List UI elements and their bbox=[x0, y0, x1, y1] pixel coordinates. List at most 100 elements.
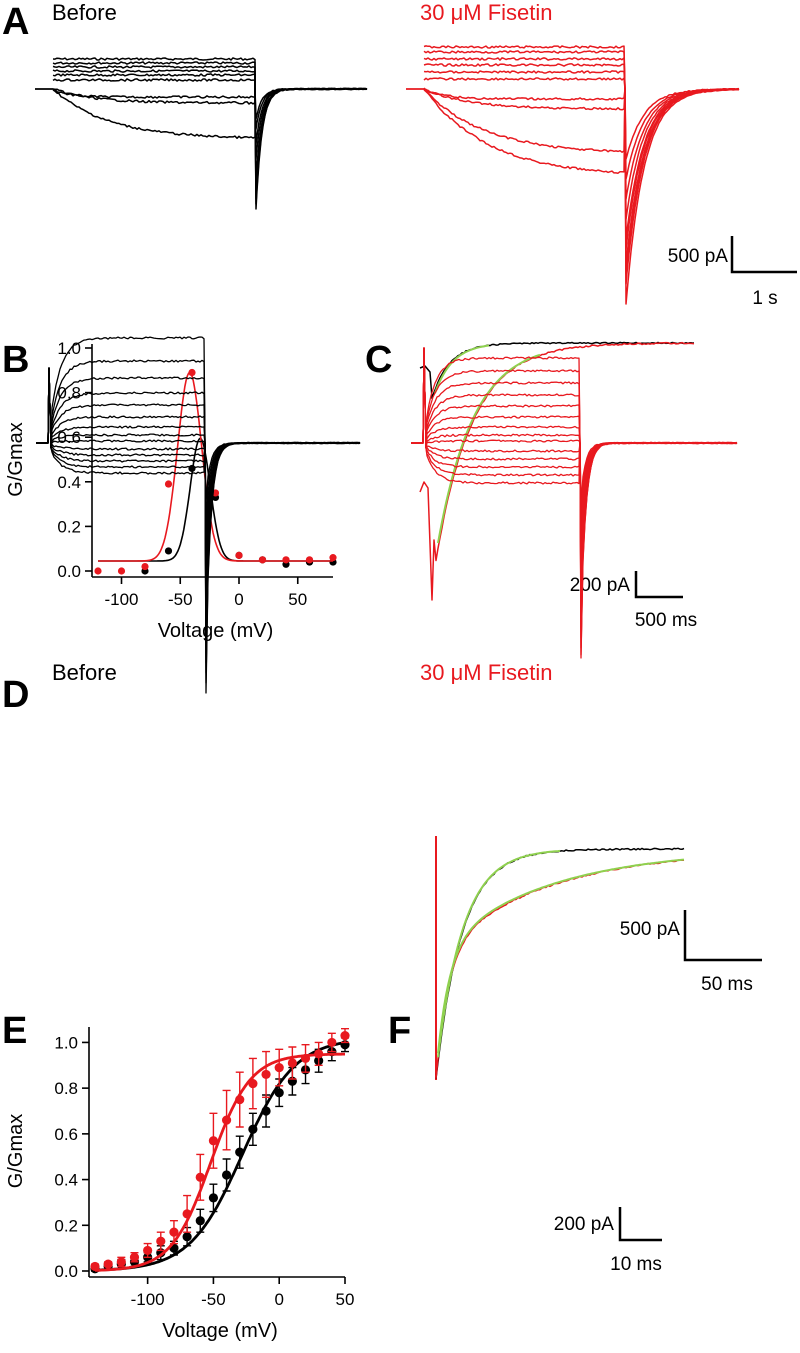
chart-e-data-point bbox=[182, 1209, 192, 1219]
panel-d-traces bbox=[36, 336, 738, 694]
chart-e-data-point bbox=[195, 1216, 205, 1226]
chart-e-data-point bbox=[235, 1094, 245, 1105]
chart-b-data-point bbox=[117, 567, 126, 575]
fit-fisetin bbox=[437, 353, 541, 544]
chart-e-data-point bbox=[143, 1245, 153, 1256]
panel-f-traces bbox=[435, 836, 685, 1080]
chart-b-data-point bbox=[188, 464, 196, 473]
sweep-trace bbox=[36, 367, 361, 584]
chart-e-data-point bbox=[103, 1259, 113, 1269]
chart-e-data-point bbox=[169, 1227, 179, 1237]
chart-e-x-tick-label: -100 bbox=[131, 1290, 165, 1309]
chart-b-y-tick-label: 1.0 bbox=[57, 339, 81, 358]
panel-c-letter: C bbox=[365, 339, 392, 381]
chart-e-data-point bbox=[156, 1236, 166, 1246]
chart-e-x-tick-label: 50 bbox=[336, 1290, 355, 1309]
panel-c-scale-bar: 200 pA 500 ms bbox=[570, 571, 697, 631]
chart-e-fit-line-1 bbox=[94, 1052, 346, 1272]
sweep-trace bbox=[411, 347, 738, 519]
panel-a-before-label: Before bbox=[52, 0, 117, 25]
chart-e-data-point bbox=[221, 1115, 232, 1125]
sweep-trace bbox=[423, 50, 740, 180]
chart-b-x-tick-label: 0 bbox=[234, 590, 243, 609]
panel-f-letter: F bbox=[388, 1010, 411, 1052]
panel-b-chart: -100 -50 0 50 0.0 0.2 0.4 0.6 0.8 1.0 Voltage (mV)… bbox=[5, 339, 337, 642]
panel-d-scale-bar: 500 pA 50 ms bbox=[620, 910, 762, 995]
chart-b-x-tick-label: 50 bbox=[288, 590, 307, 609]
sweep-trace bbox=[423, 88, 740, 305]
chart-e-y-tick-label: 0.6 bbox=[54, 1125, 78, 1144]
chart-e-data-point bbox=[235, 1147, 245, 1157]
sweep-trace bbox=[423, 70, 740, 240]
panel-d-fisetin-label: 30 μM Fisetin bbox=[420, 660, 553, 685]
panel-e-letter: E bbox=[2, 1010, 27, 1052]
sweep-trace bbox=[52, 65, 368, 145]
sweep-trace bbox=[411, 347, 738, 659]
chart-e-x-tick-label: 0 bbox=[274, 1290, 283, 1309]
sweep-trace bbox=[423, 63, 740, 220]
sweep-trace bbox=[52, 87, 367, 210]
sweep-trace bbox=[36, 367, 361, 694]
chart-b-data-point bbox=[258, 556, 267, 564]
chart-e-x-label: Voltage (mV) bbox=[162, 1320, 278, 1342]
panel-d-scale-time: 50 ms bbox=[701, 974, 753, 995]
chart-e-y-tick-label: 1.0 bbox=[54, 1033, 78, 1052]
sweep-trace bbox=[36, 367, 361, 684]
chart-e-data-point bbox=[248, 1078, 258, 1089]
chart-b-y-tick-label: 0.8 bbox=[57, 384, 81, 403]
chart-b-data-point bbox=[141, 562, 149, 571]
chart-b-y-tick-label: 0.4 bbox=[57, 473, 81, 492]
panel-c-scale-amp: 200 pA bbox=[570, 575, 631, 596]
panel-d-letter: D bbox=[2, 674, 29, 716]
sweep-trace bbox=[36, 367, 361, 604]
chart-e-data-point bbox=[208, 1193, 219, 1203]
sweep-trace bbox=[423, 77, 740, 250]
chart-b-data-point bbox=[188, 368, 196, 377]
chart-b-x-tick-label: -50 bbox=[168, 590, 193, 609]
chart-b-data-point bbox=[164, 547, 173, 555]
chart-b-y-tick-label: 0.6 bbox=[57, 428, 81, 447]
sweep-trace bbox=[423, 88, 740, 285]
chart-e-fit-line-0 bbox=[94, 1041, 346, 1272]
chart-b-y-tick-label: 0.2 bbox=[57, 517, 81, 536]
chart-e-data-point bbox=[300, 1053, 311, 1064]
sweep-trace bbox=[36, 367, 361, 564]
panel-a-fisetin-label: 30 μM Fisetin bbox=[420, 0, 553, 25]
sweep-trace bbox=[423, 88, 739, 265]
chart-b-x-label: Voltage (mV) bbox=[158, 620, 274, 642]
sweep-trace bbox=[411, 347, 738, 656]
panel-f-scale-time: 10 ms bbox=[610, 1254, 662, 1275]
chart-e-y-tick-label: 0.8 bbox=[54, 1079, 78, 1098]
chart-e-y-label: G/Gmax bbox=[5, 1114, 27, 1188]
panel-a-letter: A bbox=[2, 1, 29, 43]
chart-e-data-point bbox=[274, 1088, 284, 1098]
chart-b-y-tick-label: 0.0 bbox=[57, 562, 81, 581]
chart-b-data-point bbox=[282, 556, 290, 564]
trace-fisetin bbox=[419, 341, 695, 601]
sweep-trace bbox=[52, 87, 368, 200]
fit-before bbox=[434, 344, 490, 394]
chart-b-x-tick-label: -100 bbox=[104, 590, 138, 609]
chart-e-y-tick-label: 0.0 bbox=[54, 1262, 78, 1281]
sweep-trace bbox=[411, 347, 738, 649]
sweep-trace bbox=[52, 69, 368, 160]
sweep-trace bbox=[411, 347, 738, 609]
chart-e-y-tick-label: 0.2 bbox=[54, 1216, 78, 1235]
panel-a-scale-amp: 500 pA bbox=[668, 246, 729, 267]
fit-fisetin bbox=[437, 858, 685, 1054]
chart-b-data-point bbox=[94, 567, 102, 575]
chart-e-data-point bbox=[248, 1124, 258, 1134]
panel-d-scale-amp: 500 pA bbox=[620, 919, 681, 940]
sweep-trace bbox=[52, 87, 368, 205]
chart-e-data-point bbox=[182, 1232, 192, 1242]
chart-b-data-point bbox=[164, 480, 173, 488]
panel-b-letter: B bbox=[2, 339, 29, 381]
panel-a-scale-time: 1 s bbox=[752, 288, 777, 309]
chart-e-data-point bbox=[327, 1037, 337, 1048]
chart-e-data-point bbox=[208, 1136, 219, 1146]
panel-c-scale-time: 500 ms bbox=[635, 610, 697, 631]
sweep-trace bbox=[411, 347, 738, 549]
chart-b-data-point bbox=[235, 551, 243, 559]
chart-e-data-point bbox=[195, 1172, 205, 1182]
